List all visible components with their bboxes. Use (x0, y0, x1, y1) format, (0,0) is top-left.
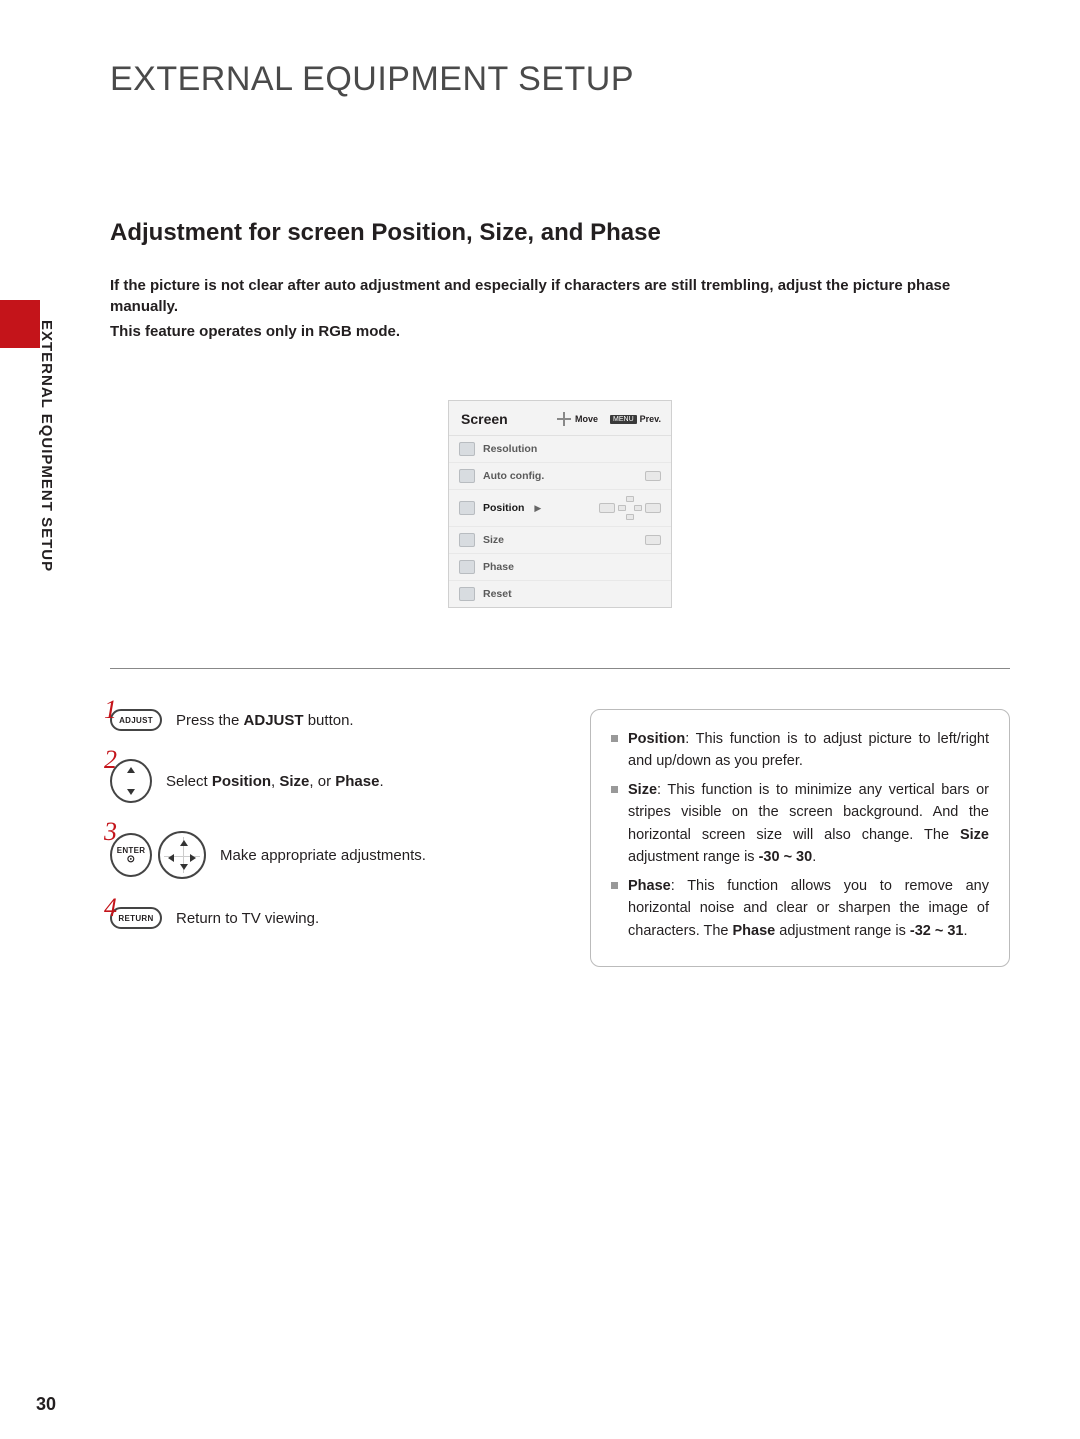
intro-text-2: This feature operates only in RGB mode. (110, 323, 1010, 340)
return-button-icon: RETURN (110, 907, 162, 929)
text-fragment: button. (304, 712, 354, 729)
osd-label-position: Position (483, 502, 524, 514)
size-icon (459, 533, 475, 547)
osd-label-autoconfig: Auto config. (483, 470, 544, 482)
side-accent-tab (0, 300, 40, 348)
position-icon (459, 501, 475, 515)
text-bold: Size (628, 782, 657, 798)
text-fragment: Press the (176, 712, 244, 729)
info-item-phase: Phase: This function allows you to remov… (611, 875, 989, 942)
text-fragment: : This function is to minimize any verti… (628, 782, 989, 843)
mini-box-icon (645, 503, 661, 513)
osd-item-position: Position ▶ (449, 490, 671, 527)
text-bold: Position (628, 731, 685, 747)
step-number: 1 (104, 695, 117, 725)
step-3: 3 ENTER ⊙ Make appropriate adjustments. (110, 831, 530, 879)
osd-header: Screen Move MENU Prev. (449, 401, 671, 436)
step-1: 1 ADJUST Press the ADJUST button. (110, 709, 530, 731)
osd-item-phase: Phase (449, 554, 671, 581)
side-section-label: EXTERNAL EQUIPMENT SETUP (38, 320, 55, 572)
move-icon (557, 412, 571, 426)
section-subtitle: Adjustment for screen Position, Size, an… (110, 219, 1010, 247)
osd-menu-badge: MENU (610, 415, 637, 424)
mini-box-icon (599, 503, 615, 513)
steps-column: 1 ADJUST Press the ADJUST button. 2 Sele… (110, 709, 530, 967)
step-4-text: Return to TV viewing. (176, 910, 319, 927)
text-fragment: adjustment range is (775, 923, 910, 939)
text-fragment: . (963, 923, 967, 939)
nav-dpad-button-icon (158, 831, 206, 879)
text-fragment: , or (309, 773, 335, 790)
bullet-icon (611, 786, 618, 793)
osd-label-reset: Reset (483, 588, 512, 600)
text-bold: Phase (335, 773, 379, 790)
text-fragment: Select (166, 773, 212, 790)
text-bold: Size (279, 773, 309, 790)
autoconfig-icon (459, 469, 475, 483)
text-bold: -30 ~ 30 (759, 849, 813, 865)
osd-prev-label: Prev. (640, 414, 661, 424)
osd-item-reset: Reset (449, 581, 671, 607)
text-fragment: . (812, 849, 816, 865)
info-text: Position: This function is to adjust pic… (628, 728, 989, 773)
mini-box-icon (645, 471, 661, 481)
text-bold: ADJUST (244, 712, 304, 729)
osd-label-phase: Phase (483, 561, 514, 573)
osd-item-resolution: Resolution (449, 436, 671, 463)
step-1-text: Press the ADJUST button. (176, 712, 354, 729)
bullet-icon (611, 735, 618, 742)
text-bold: Phase (628, 878, 671, 894)
info-item-position: Position: This function is to adjust pic… (611, 728, 989, 773)
triangle-down-icon (127, 789, 135, 795)
intro-text-1: If the picture is not clear after auto a… (110, 275, 1010, 317)
step-number: 4 (104, 893, 117, 923)
osd-label-size: Size (483, 534, 504, 546)
osd-label-resolution: Resolution (483, 443, 537, 455)
page-number: 30 (36, 1394, 56, 1415)
info-item-size: Size: This function is to minimize any v… (611, 779, 989, 869)
triangle-up-icon (127, 767, 135, 773)
osd-screen-menu: Screen Move MENU Prev. Resolution Auto c… (448, 400, 672, 608)
osd-item-size: Size (449, 527, 671, 554)
text-bold: Position (212, 773, 271, 790)
section-divider (110, 668, 1010, 669)
osd-item-autoconfig: Auto config. (449, 463, 671, 490)
info-text: Phase: This function allows you to remov… (628, 875, 989, 942)
osd-title: Screen (461, 411, 557, 427)
adjust-button-icon: ADJUST (110, 709, 162, 731)
text-fragment: adjustment range is (628, 849, 759, 865)
mini-box-icon (645, 535, 661, 545)
step-2-text: Select Position, Size, or Phase. (166, 773, 384, 790)
text-bold: -32 ~ 31 (910, 923, 964, 939)
bullet-icon (611, 882, 618, 889)
text-bold: Size (960, 827, 989, 843)
dpad-icon (618, 496, 642, 520)
step-number: 3 (104, 817, 117, 847)
phase-icon (459, 560, 475, 574)
page-title: EXTERNAL EQUIPMENT SETUP (110, 60, 1010, 99)
info-text: Size: This function is to minimize any v… (628, 779, 989, 869)
chevron-right-icon: ▶ (534, 503, 541, 514)
info-box: Position: This function is to adjust pic… (590, 709, 1010, 967)
text-bold: Phase (733, 923, 776, 939)
step-2: 2 Select Position, Size, or Phase. (110, 759, 530, 803)
text-fragment: . (379, 773, 383, 790)
step-3-text: Make appropriate adjustments. (220, 847, 426, 864)
osd-move-label: Move (575, 414, 598, 424)
enter-dot-icon: ⊙ (127, 855, 136, 865)
step-4: 4 RETURN Return to TV viewing. (110, 907, 530, 929)
resolution-icon (459, 442, 475, 456)
step-number: 2 (104, 745, 117, 775)
reset-icon (459, 587, 475, 601)
